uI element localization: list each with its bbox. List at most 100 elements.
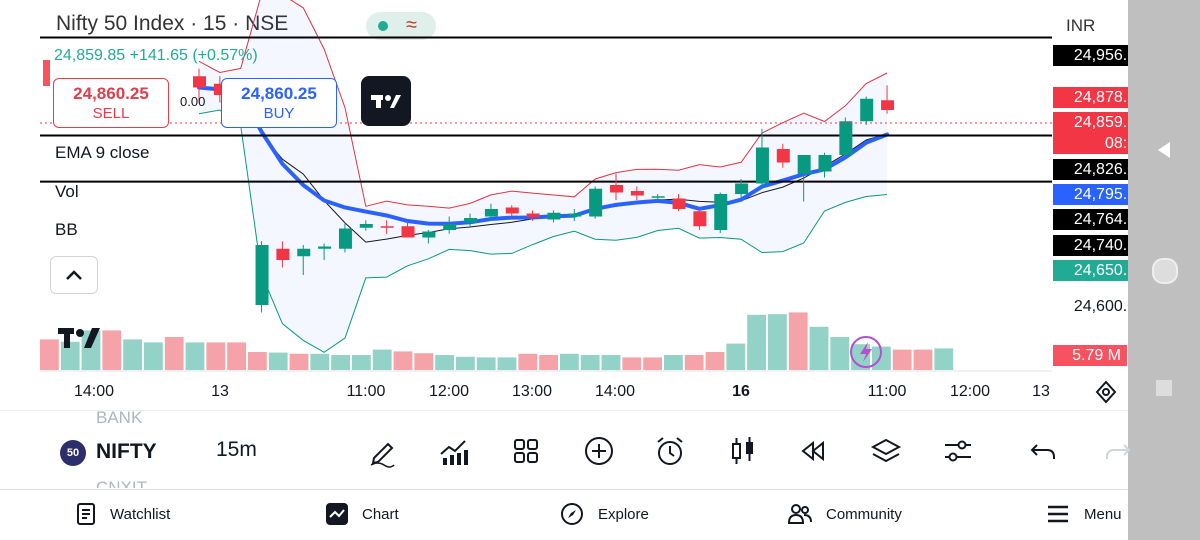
candle-body: [401, 226, 415, 238]
indicator-ema-label[interactable]: EMA 9 close: [55, 143, 150, 162]
grid-icon[interactable]: [509, 434, 543, 468]
candle-body: [547, 212, 561, 220]
candle-body: [568, 213, 582, 217]
ema-line: [197, 85, 890, 226]
ema-9-line: [197, 85, 890, 226]
price-label: 24,878.30: [1053, 87, 1151, 108]
market-status-pill: ≈: [366, 12, 436, 40]
sell-button[interactable]: 24,860.25 SELL: [53, 78, 169, 128]
candle-body: [610, 185, 623, 193]
toolbar: [0, 410, 1128, 490]
volume-bar: [664, 355, 683, 370]
volume-bar: [435, 355, 454, 370]
symbol-badge-icon: 50: [60, 440, 86, 466]
horizontal-lines: [40, 36, 1052, 183]
nav-watchlist[interactable]: Watchlist: [76, 500, 170, 528]
time-label: 16: [732, 383, 750, 400]
volume-bar: [206, 342, 226, 370]
tradingview-watermark-icon: [58, 328, 100, 348]
triangle-left-icon[interactable]: [1154, 140, 1174, 160]
volume-bar: [289, 353, 309, 370]
nav-community[interactable]: Community: [788, 500, 902, 528]
volume-bar: [747, 314, 766, 370]
volume-bar: [144, 342, 163, 370]
redo-icon[interactable]: [1100, 434, 1134, 468]
undo-icon[interactable]: [1027, 434, 1061, 468]
watchlist-icon: [77, 503, 95, 525]
time-label: 11:00: [346, 383, 386, 400]
candle-body: [651, 196, 665, 198]
candle-body: [860, 98, 874, 122]
volume-bar: [268, 352, 288, 370]
candle-body: [276, 248, 290, 260]
nav-label: Explore: [598, 505, 649, 523]
nav-explore[interactable]: Explore: [560, 500, 649, 528]
candle-body: [755, 147, 769, 184]
collapse-indicators-button[interactable]: [50, 256, 98, 294]
spread-value: 0.00: [180, 94, 206, 109]
price-label: 24,764.54: [1053, 209, 1151, 230]
candle-body: [714, 194, 728, 230]
time-label: 14:00: [73, 383, 115, 400]
chart-title[interactable]: Nifty 50 Index · 15 · NSE: [56, 12, 289, 35]
candle-body: [630, 191, 644, 196]
volume-bar: [788, 312, 808, 370]
volume-bar: [580, 355, 600, 370]
candle-body: [213, 83, 227, 95]
pencil-icon[interactable]: [366, 434, 400, 468]
volume-bar: [248, 352, 267, 370]
volume-bar: [518, 353, 538, 370]
next-symbol[interactable]: CNXIT: [96, 478, 147, 488]
nav-chart[interactable]: Chart: [326, 500, 399, 528]
buy-label: BUY: [263, 105, 295, 122]
nav-label: Menu: [1084, 505, 1122, 523]
time-label: 12:00: [949, 383, 991, 400]
square-icon[interactable]: [1156, 380, 1172, 396]
settings-sliders-icon[interactable]: [941, 434, 975, 468]
nav-menu[interactable]: Menu: [1046, 500, 1122, 528]
candle-body: [464, 218, 478, 223]
interval-button[interactable]: 15m: [216, 438, 257, 461]
volume-bar: [705, 352, 725, 370]
nav-label: Chart: [362, 505, 399, 523]
alarm-icon[interactable]: [653, 434, 687, 468]
layers-icon[interactable]: [869, 434, 903, 468]
volume-bar: [40, 339, 59, 370]
compass-icon: [561, 503, 583, 525]
symbol-button[interactable]: NIFTY: [96, 440, 157, 463]
volume-bar: [601, 355, 621, 370]
chart-icon: [326, 503, 348, 525]
volume-bar: [123, 339, 142, 370]
volume-bar: [414, 353, 434, 370]
indicator-vol-label[interactable]: Vol: [55, 182, 79, 201]
volume-bar: [497, 357, 517, 370]
volume-bar: [393, 351, 413, 370]
radio-circle-icon[interactable]: [1152, 258, 1178, 284]
chart-settings-icon[interactable]: [1094, 380, 1118, 404]
time-label: 13: [211, 383, 229, 400]
volume-bar: [892, 349, 912, 370]
sell-price: 24,860.25: [73, 84, 149, 103]
volume-bar: [809, 326, 829, 370]
time-label: 14:00: [594, 383, 636, 400]
buy-button[interactable]: 24,860.25 BUY: [221, 78, 337, 128]
price-label: 24,859.85: [1053, 112, 1151, 133]
candle-body: [589, 188, 603, 217]
indicators-icon[interactable]: [437, 434, 471, 468]
volume-bar: [185, 342, 205, 370]
indicator-bb-label[interactable]: BB: [55, 220, 78, 239]
candles-icon[interactable]: [726, 434, 760, 468]
bollinger-upper-line: [198, 0, 888, 209]
volume-bar: [726, 343, 746, 370]
plus-circle-icon[interactable]: [582, 434, 616, 468]
candle-body: [526, 213, 540, 218]
volume-label: 5.79 M: [1053, 345, 1127, 366]
prev-symbol[interactable]: BANK: [96, 408, 143, 427]
tradingview-logo-button[interactable]: [361, 76, 411, 126]
replay-icon[interactable]: [797, 434, 831, 468]
lightning-icon[interactable]: [850, 336, 882, 368]
volume-bar: [934, 348, 954, 370]
volume-bar: [352, 355, 371, 370]
prior-candle-fragment: [43, 60, 50, 86]
